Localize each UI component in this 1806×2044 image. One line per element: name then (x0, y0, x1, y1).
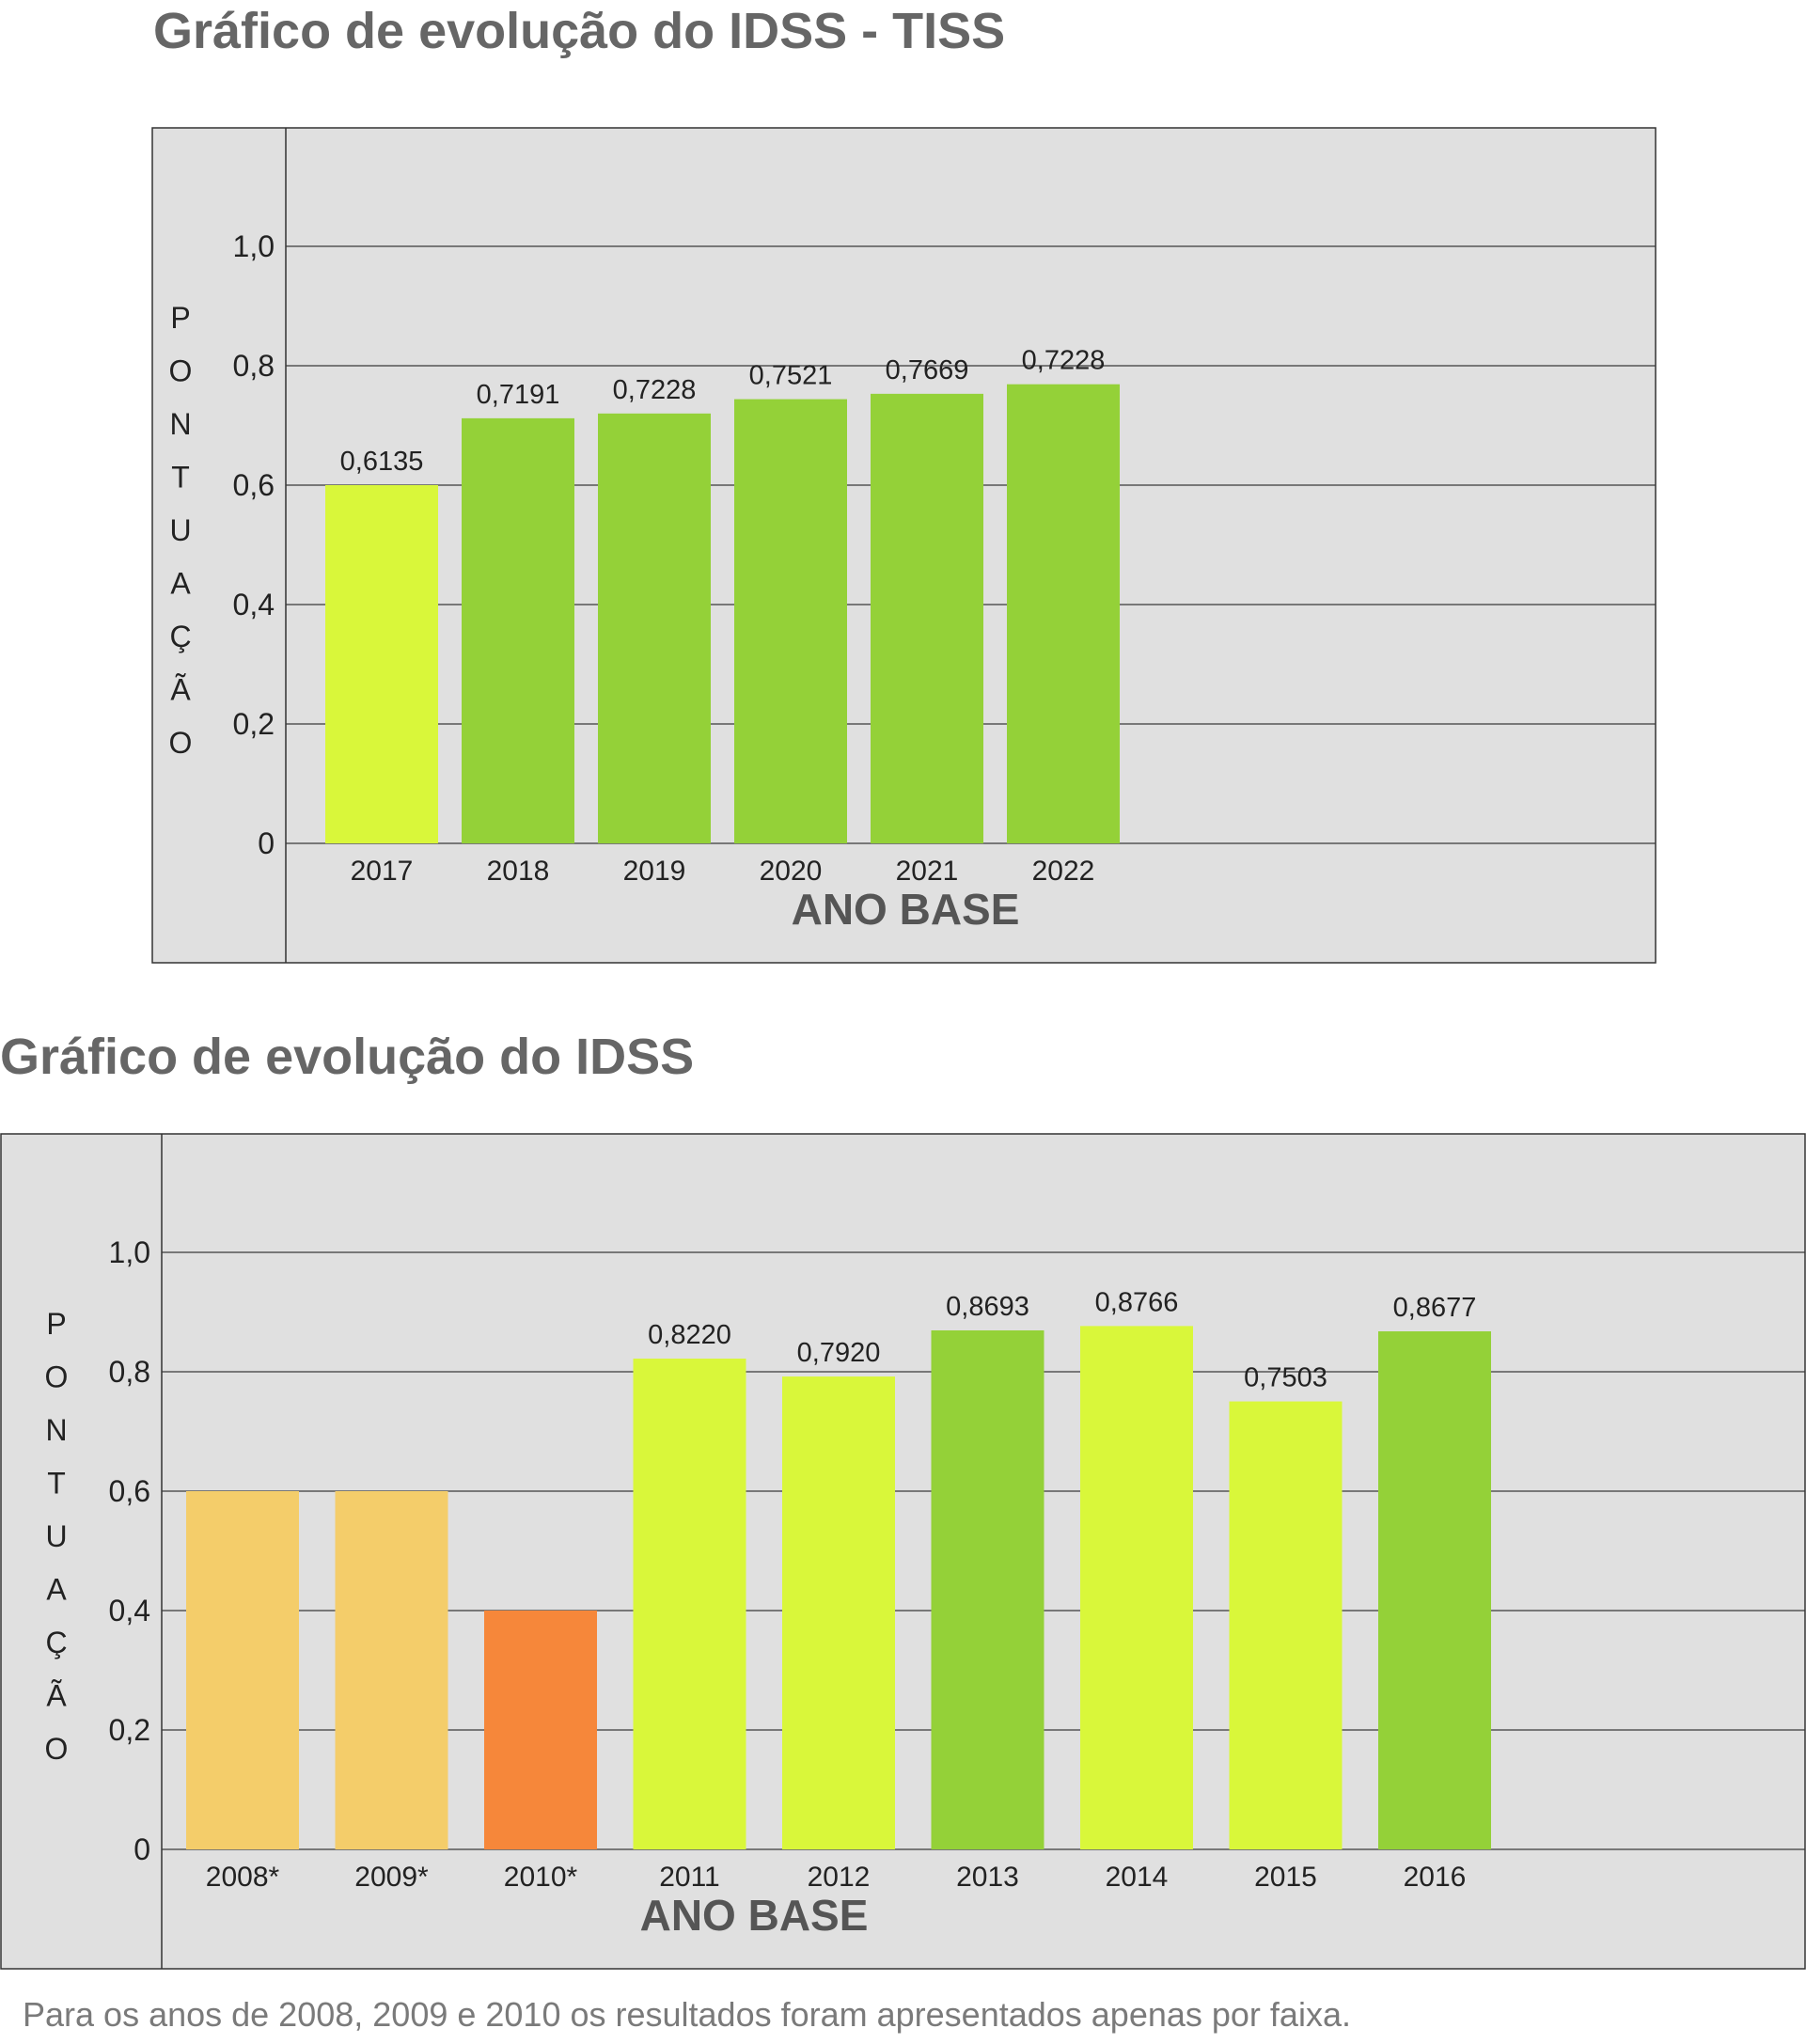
y-axis-title-letter: O (169, 726, 193, 760)
data-label: 0,8766 (1095, 1287, 1179, 1317)
y-tick-label: 0 (133, 1832, 150, 1866)
x-tick-label: 2009* (354, 1862, 429, 1893)
data-label: 0,8220 (648, 1320, 731, 1350)
data-label: 0,7920 (797, 1338, 881, 1368)
x-axis-title: ANO BASE (792, 885, 1020, 934)
y-axis-title-letter: U (45, 1519, 67, 1553)
bar-2011 (633, 1359, 746, 1849)
bar-2010 (484, 1611, 597, 1849)
y-tick-label: 0,6 (109, 1474, 150, 1508)
idss-tiss-bar-chart: 00,20,40,60,81,0PONTUAÇÃO0,613520170,719… (151, 127, 1657, 964)
y-axis-title-letter: A (170, 567, 191, 601)
y-tick-label: 0,8 (109, 1355, 150, 1389)
bar-2019 (598, 413, 711, 843)
y-tick-label: 0,4 (233, 588, 275, 621)
bar-2021 (871, 393, 983, 843)
x-axis-title: ANO BASE (640, 1891, 869, 1940)
y-axis-title-letter: N (45, 1413, 67, 1447)
y-axis-title-letter: T (47, 1467, 66, 1501)
y-axis-title-letter: O (45, 1360, 69, 1394)
data-label: 0,8677 (1393, 1293, 1477, 1323)
bar-2008 (186, 1491, 299, 1849)
y-tick-label: 0,8 (233, 349, 275, 383)
y-axis-title-letter: T (171, 461, 190, 495)
y-axis-title-letter: N (169, 407, 191, 441)
x-tick-label: 2016 (1404, 1862, 1467, 1893)
data-label: 0,7228 (1022, 346, 1106, 376)
y-tick-label: 1,0 (109, 1235, 150, 1269)
bar-2018 (462, 417, 574, 843)
y-axis-title-letter: O (45, 1732, 69, 1766)
data-label: 0,7191 (477, 380, 560, 410)
data-label: 0,6135 (340, 447, 424, 477)
data-label: 0,8693 (946, 1292, 1029, 1322)
x-tick-label: 2010* (504, 1862, 578, 1893)
y-tick-label: 0,4 (109, 1594, 150, 1627)
bar-2017 (325, 485, 438, 843)
y-tick-label: 0,2 (233, 707, 275, 741)
x-tick-label: 2022 (1032, 856, 1095, 887)
y-tick-label: 0,6 (233, 468, 275, 502)
y-axis-title-letter: Ã (170, 673, 191, 707)
x-tick-label: 2019 (623, 856, 686, 887)
x-tick-label: 2021 (896, 856, 959, 887)
plot-area (0, 1133, 1806, 1970)
y-axis-title-letter: U (169, 513, 191, 547)
chart-title-idss: Gráfico de evolução do IDSS (0, 1029, 695, 1085)
y-axis-title-letter: Ã (46, 1679, 67, 1713)
bar-2013 (931, 1329, 1044, 1849)
x-tick-label: 2014 (1106, 1862, 1169, 1893)
bar-2016 (1378, 1331, 1491, 1849)
y-tick-label: 0 (258, 826, 275, 860)
x-tick-label: 2018 (487, 856, 550, 887)
y-axis-title-letter: P (46, 1307, 66, 1341)
x-tick-label: 2013 (956, 1862, 1019, 1893)
bar-2020 (734, 399, 847, 843)
y-axis-title-letter: Ç (169, 620, 191, 653)
data-label: 0,7503 (1244, 1363, 1327, 1393)
y-tick-label: 1,0 (233, 229, 275, 263)
data-label: 0,7228 (613, 375, 697, 405)
y-axis-title-letter: Ç (45, 1626, 67, 1659)
bar-2022 (1007, 384, 1120, 843)
footnote: Para os anos de 2008, 2009 e 2010 os res… (23, 1995, 1351, 2034)
y-axis-title-letter: A (46, 1573, 67, 1607)
bar-2009 (335, 1491, 448, 1849)
y-tick-label: 0,2 (109, 1713, 150, 1747)
chart-title-tiss: Gráfico de evolução do IDSS - TISS (153, 3, 1006, 59)
x-tick-label: 2015 (1254, 1862, 1317, 1893)
bar-2012 (782, 1376, 895, 1849)
x-tick-label: 2017 (351, 856, 414, 887)
y-axis-title-letter: O (169, 354, 193, 388)
data-label: 0,7669 (886, 355, 969, 385)
y-axis-title-letter: P (170, 301, 190, 335)
x-tick-label: 2020 (760, 856, 823, 887)
bar-2014 (1080, 1326, 1193, 1849)
x-tick-label: 2008* (206, 1862, 280, 1893)
x-tick-label: 2012 (808, 1862, 871, 1893)
data-label: 0,7521 (749, 361, 833, 391)
x-tick-label: 2011 (659, 1862, 720, 1893)
bar-2015 (1229, 1401, 1343, 1849)
